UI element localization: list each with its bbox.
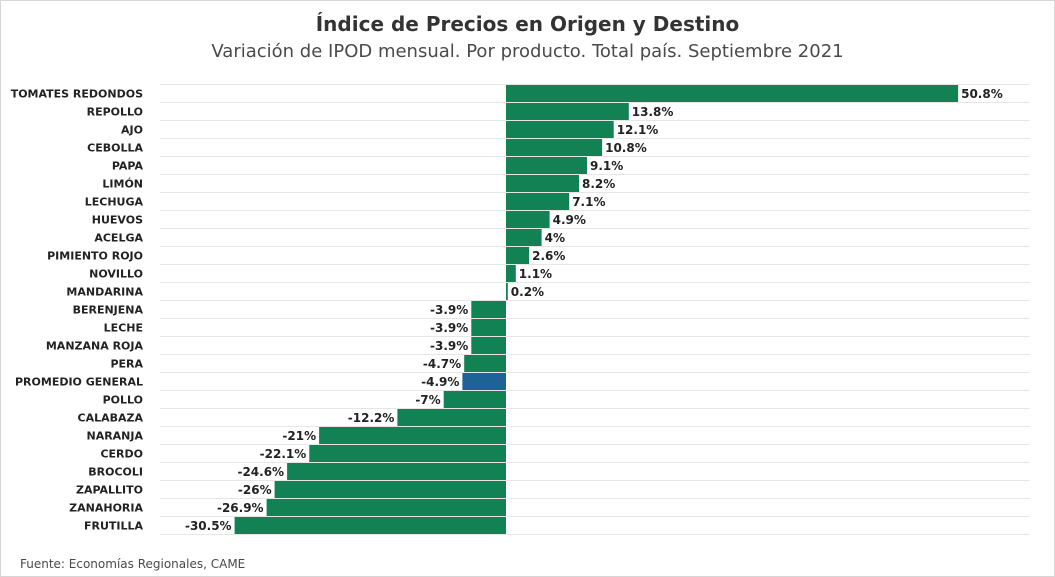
category-label: LECHE [104,322,143,335]
category-label: POLLO [103,394,143,407]
chart-title: Índice de Precios en Origen y Destino [315,12,740,36]
value-label: -3.9% [430,321,468,335]
bar [471,337,506,354]
value-label: -3.9% [430,303,468,317]
category-label: PERA [110,358,143,371]
bar [506,121,614,138]
bar [506,103,629,120]
category-label: REPOLLO [87,106,143,119]
bar [443,391,506,408]
value-label: 13.8% [632,105,674,119]
value-label: -30.5% [185,519,232,533]
value-label: 7.1% [572,195,605,209]
value-label: -26.9% [217,501,264,515]
bar [397,409,506,426]
bar [462,373,506,390]
chart-subtitle: Variación de IPOD mensual. Por producto.… [211,41,844,62]
bar [506,85,959,102]
bar [506,175,579,192]
bar [506,193,570,210]
bar [309,445,506,462]
category-label: AJO [121,124,143,137]
category-label: LIMÓN [102,178,143,191]
category-label: CEBOLLA [87,142,143,155]
value-label: -12.2% [348,411,395,425]
bar [506,283,508,300]
bar [506,229,542,246]
value-label: -24.6% [237,465,284,479]
category-label: ZAPALLITO [76,484,143,497]
bars [234,85,959,534]
category-label: CERDO [100,448,143,461]
chart-source: Fuente: Economías Regionales, CAME [20,557,246,571]
value-label: -4.9% [421,375,459,389]
value-label: -26% [238,483,272,497]
value-label: -3.9% [430,339,468,353]
value-label: 9.1% [590,159,623,173]
labels: TOMATES REDONDOS 50.8% REPOLLO 13.8% AJO 12.1… [11,87,1003,533]
value-label: -21% [282,429,316,443]
category-label: LECHUGA [85,196,144,209]
bar [464,355,506,372]
bar [506,139,603,156]
category-label: PAPA [112,160,144,173]
bar [287,463,506,480]
value-label: 8.2% [582,177,615,191]
bar [506,157,587,174]
category-label: CALABAZA [78,412,144,425]
value-label: 50.8% [961,87,1003,101]
bar [506,247,530,264]
value-label: 10.8% [605,141,647,155]
value-label: 1.1% [519,267,552,281]
value-label: 4% [545,231,565,245]
category-label: MANDARINA [66,286,143,299]
value-label: -22.1% [260,447,307,461]
grid-lines [160,84,1030,535]
value-label: -4.7% [423,357,461,371]
category-label: ZANAHORIA [69,502,143,515]
bar [506,265,516,282]
category-label: PROMEDIO GENERAL [15,376,143,389]
category-label: MANZANA ROJA [46,340,144,353]
category-label: PIMIENTO ROJO [47,250,143,263]
category-label: BERENJENA [73,304,144,317]
category-label: FRUTILLA [84,520,144,533]
bar [234,517,506,534]
value-label: 0.2% [511,285,544,299]
value-label: 12.1% [617,123,659,137]
category-label: HUEVOS [92,214,143,227]
value-label: 2.6% [532,249,565,263]
bar [319,427,506,444]
category-label: TOMATES REDONDOS [11,88,143,101]
bar [506,211,550,228]
bar [471,301,506,318]
bar [266,499,506,516]
value-label: -7% [415,393,440,407]
value-label: 4.9% [553,213,586,227]
category-label: NOVILLO [89,268,143,281]
category-label: ACELGA [94,232,143,245]
category-label: NARANJA [86,430,143,443]
category-label: BROCOLI [88,466,143,479]
bar [274,481,506,498]
bar [471,319,506,336]
